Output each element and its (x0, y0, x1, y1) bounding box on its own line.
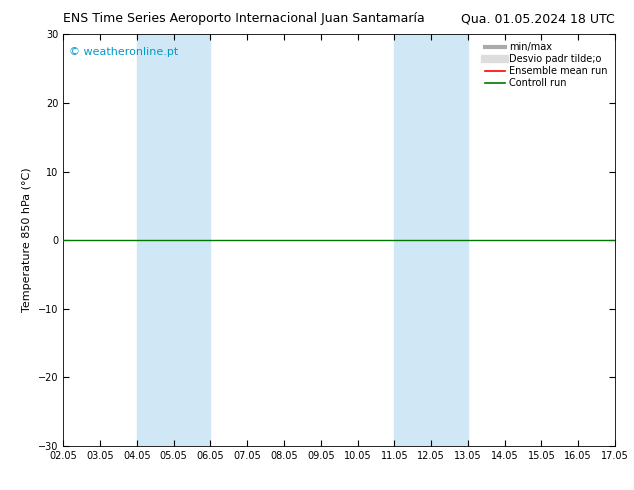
Bar (137, 34, 210, 446)
Text: ENS Time Series Aeroporto Internacional Juan Santamaría: ENS Time Series Aeroporto Internacional … (63, 12, 425, 25)
Bar (394, 34, 468, 446)
Legend: min/max, Desvio padr tilde;o, Ensemble mean run, Controll run: min/max, Desvio padr tilde;o, Ensemble m… (482, 39, 610, 91)
Text: Qua. 01.05.2024 18 UTC: Qua. 01.05.2024 18 UTC (461, 12, 615, 25)
Text: © weatheronline.pt: © weatheronline.pt (69, 47, 178, 57)
Y-axis label: Temperature 850 hPa (°C): Temperature 850 hPa (°C) (22, 168, 32, 313)
